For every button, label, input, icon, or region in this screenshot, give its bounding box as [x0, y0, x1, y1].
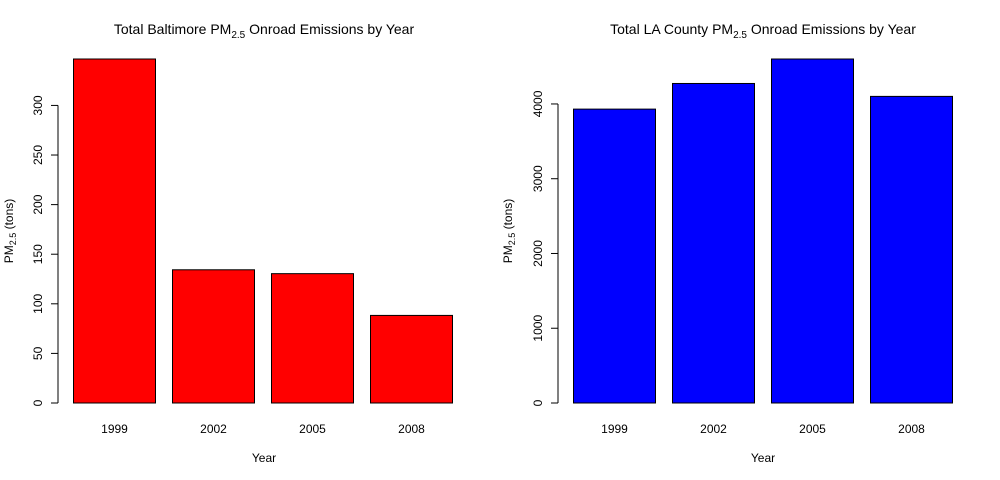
bar-1999 [73, 58, 156, 404]
x-tick-label: 2002 [700, 422, 727, 436]
y-tick-label: 0 [531, 399, 545, 406]
x-tick-label: 1999 [601, 422, 628, 436]
x-tick-label: 2005 [799, 422, 826, 436]
x-tick-label: 2002 [200, 422, 227, 436]
y-tick-label: 250 [31, 145, 45, 165]
baltimore-chart-panel: Total Baltimore PM2.5 Onroad Emissions b… [2, 21, 453, 465]
y-tick-label: 2000 [531, 240, 545, 267]
y-tick-label: 50 [31, 346, 45, 360]
x-tick-label: 1999 [101, 422, 128, 436]
bar-2008 [870, 95, 953, 404]
bar-1999 [573, 108, 656, 404]
y-axis-label: PM2.5 (tons) [501, 199, 517, 264]
y-tick-label: 100 [31, 293, 45, 313]
y-tick-label: 1000 [531, 315, 545, 342]
bar-2002 [172, 269, 255, 404]
x-axis-label: Year [252, 451, 276, 465]
y-tick-label: 3000 [531, 165, 545, 192]
y-tick-label: 300 [31, 95, 45, 115]
y-tick-label: 200 [31, 194, 45, 214]
bar-2005 [771, 58, 854, 404]
x-tick-label: 2005 [299, 422, 326, 436]
y-axis-label: PM2.5 (tons) [2, 199, 18, 264]
x-tick-label: 2008 [898, 422, 925, 436]
la-county-chart-panel: Total LA County PM2.5 Onroad Emissions b… [501, 21, 953, 465]
y-tick-label: 4000 [531, 90, 545, 117]
bar-2002 [672, 82, 755, 404]
bar-2005 [271, 273, 354, 404]
bar-2008 [370, 314, 453, 404]
y-tick-label: 0 [31, 399, 45, 406]
x-tick-label: 2008 [398, 422, 425, 436]
chart-title: Total LA County PM2.5 Onroad Emissions b… [610, 21, 916, 41]
chart-title: Total Baltimore PM2.5 Onroad Emissions b… [114, 21, 415, 41]
x-axis-label: Year [751, 451, 775, 465]
y-tick-label: 150 [31, 244, 45, 264]
